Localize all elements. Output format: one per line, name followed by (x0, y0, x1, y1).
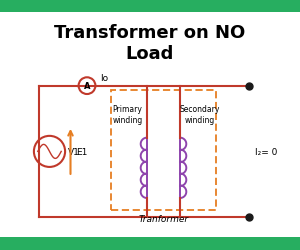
Text: E1: E1 (76, 147, 87, 156)
Text: Secondary
winding: Secondary winding (179, 105, 220, 124)
Text: V1: V1 (68, 147, 80, 156)
Circle shape (79, 78, 95, 95)
Text: Tranformer: Tranformer (138, 214, 189, 223)
Bar (111, 91, 216, 210)
Bar (0, 236, 300, 250)
Text: Transformer on NO
Load: Transformer on NO Load (54, 24, 246, 62)
Text: Primary
winding: Primary winding (112, 105, 142, 124)
Bar (0, 0, 300, 14)
Text: A: A (84, 82, 90, 91)
Text: I₂= 0: I₂= 0 (255, 147, 278, 156)
Text: Io: Io (100, 74, 108, 83)
